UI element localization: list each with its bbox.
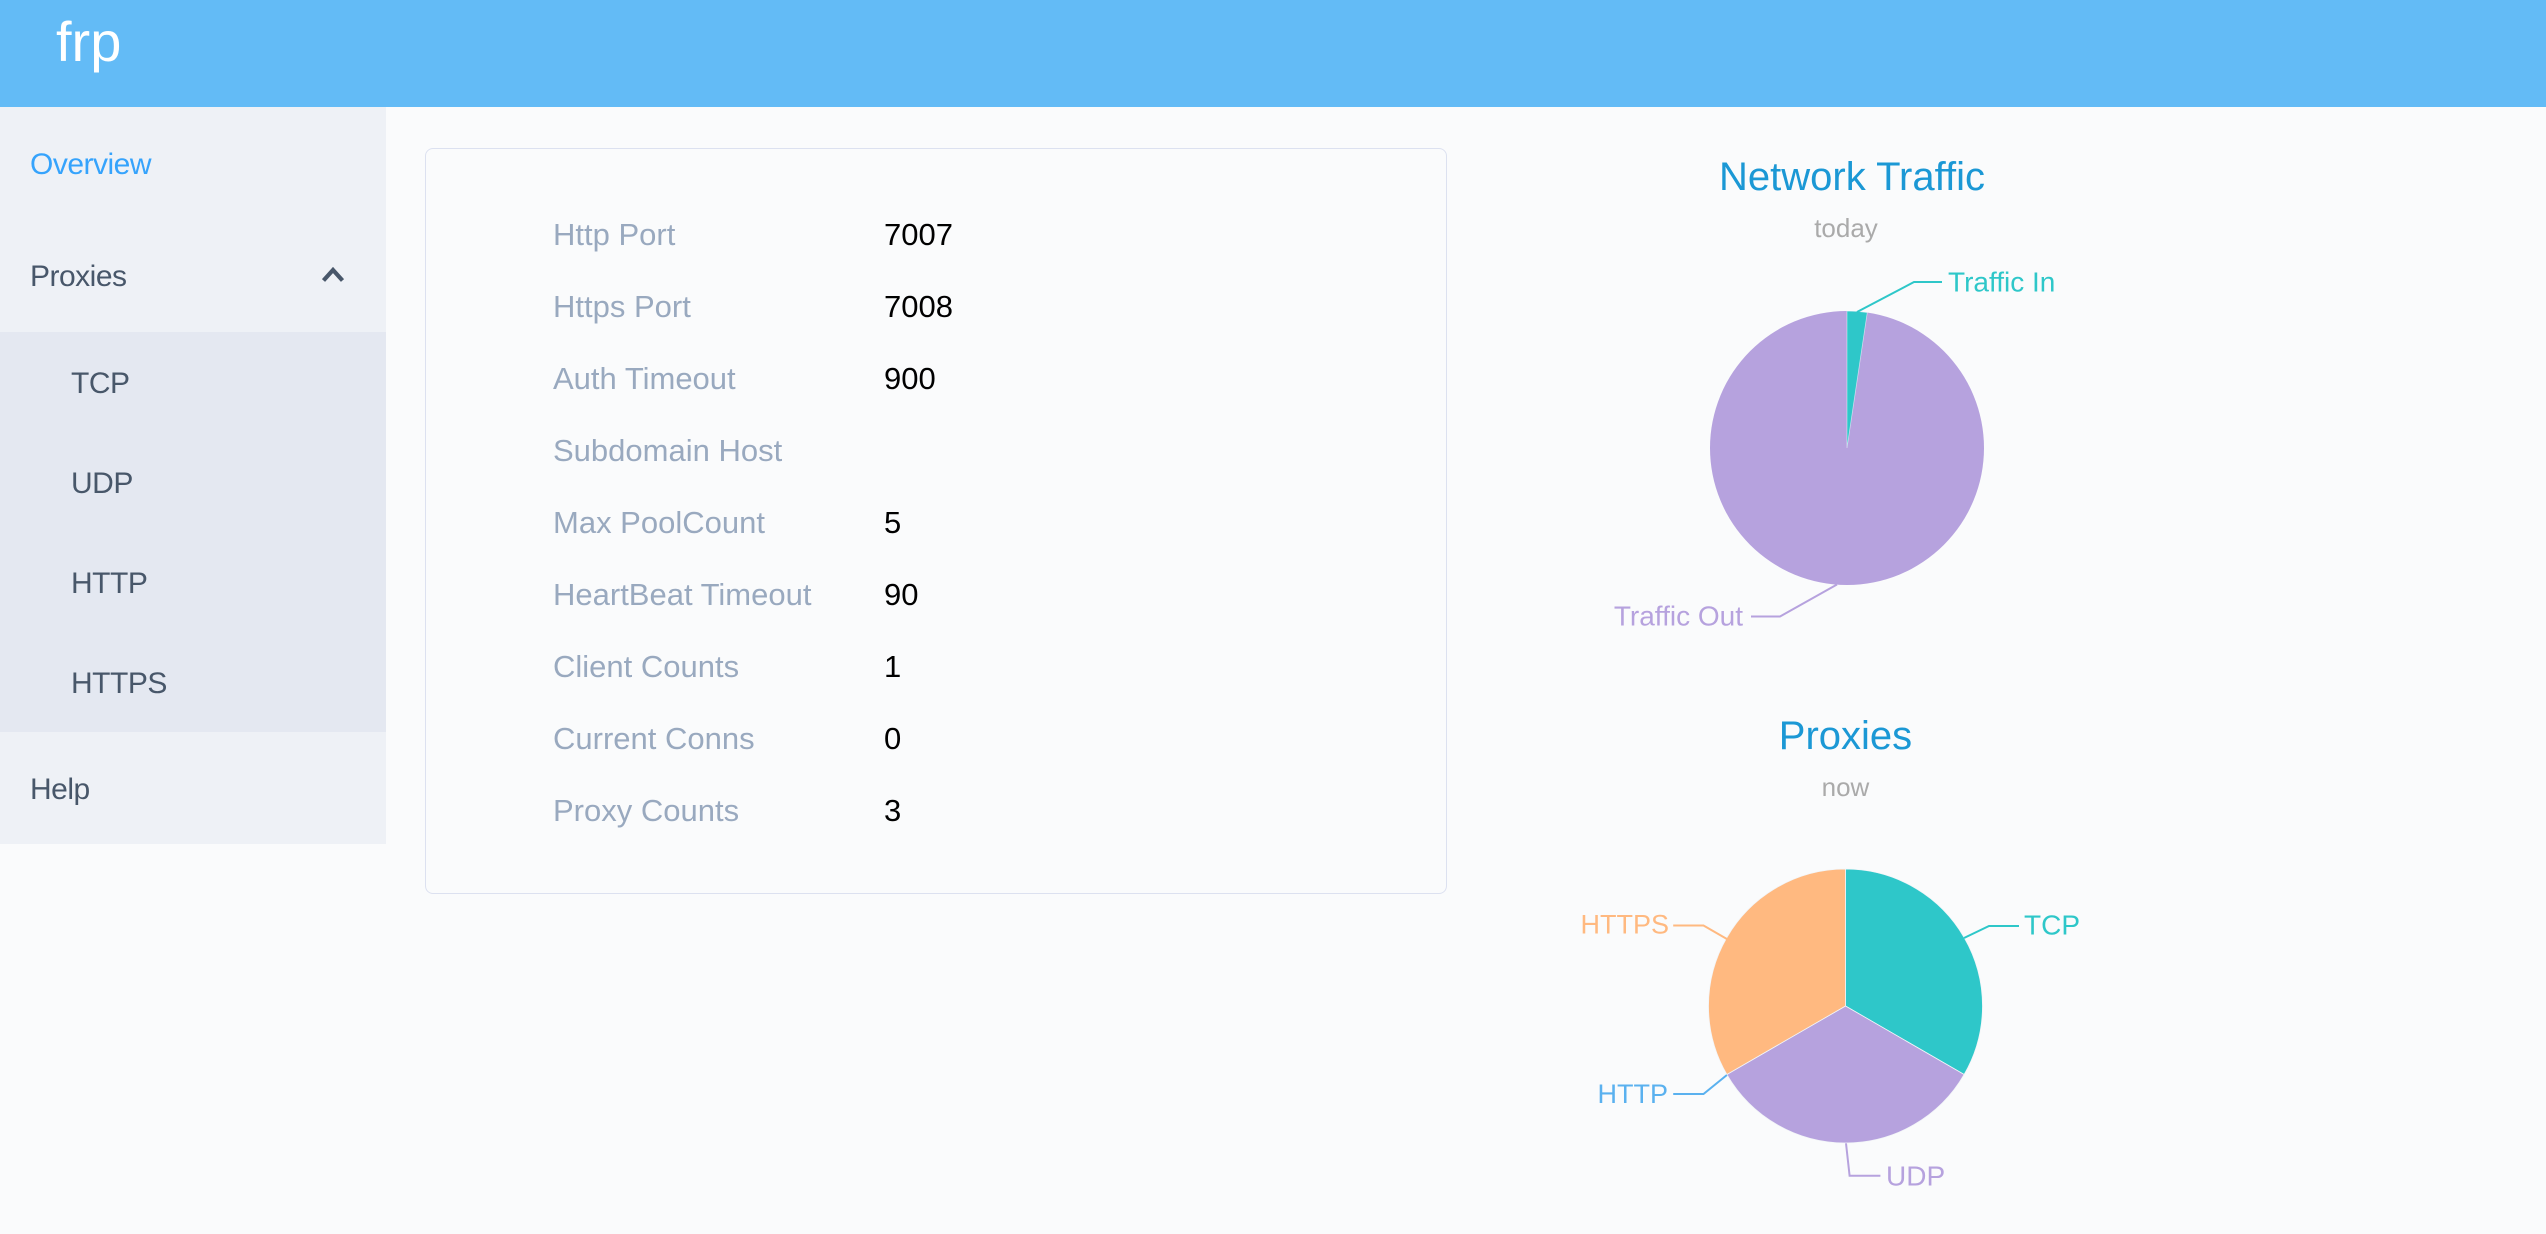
svg-text:now: now — [1822, 772, 1870, 802]
svg-text:today: today — [1814, 213, 1878, 243]
svg-text:Traffic In: Traffic In — [1948, 267, 2055, 298]
svg-text:Proxies: Proxies — [1779, 714, 1912, 758]
svg-text:UDP: UDP — [1886, 1161, 1945, 1192]
svg-text:HTTPS: HTTPS — [1580, 910, 1669, 940]
svg-text:Traffic Out: Traffic Out — [1614, 601, 1743, 632]
svg-text:Network Traffic: Network Traffic — [1719, 155, 1985, 199]
svg-text:TCP: TCP — [2024, 910, 2080, 941]
svg-text:HTTP: HTTP — [1598, 1079, 1669, 1109]
